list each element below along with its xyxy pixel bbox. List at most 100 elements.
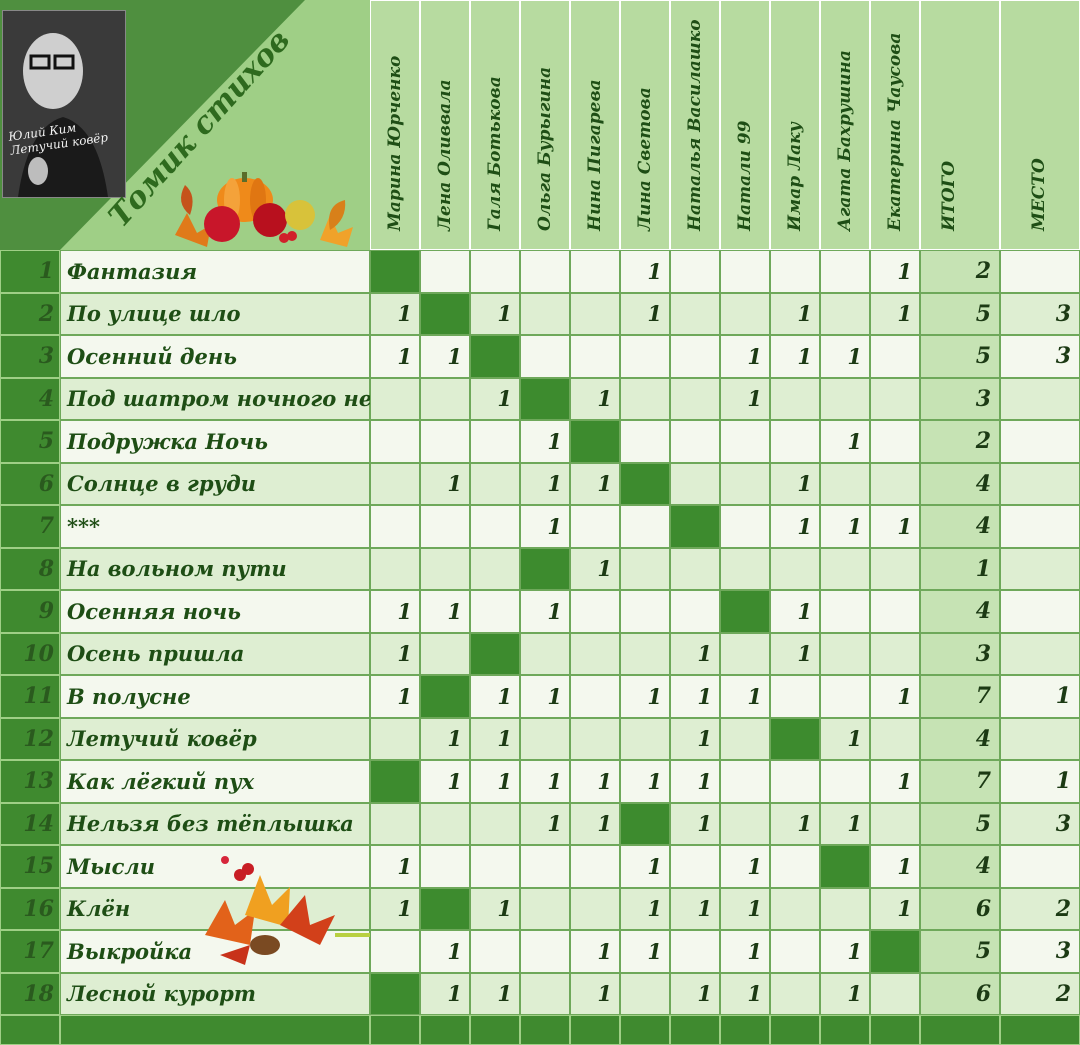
participant-name: Агата Бахрушина — [835, 50, 855, 231]
row-number: 1 — [0, 250, 60, 293]
vote-cell: 1 — [570, 972, 620, 1015]
vote-cell: 1 — [520, 760, 570, 803]
vote-cell: 1 — [420, 760, 470, 803]
vote-cell: 1 — [470, 675, 520, 718]
footer-cell — [870, 1015, 920, 1045]
vote-cell — [370, 930, 420, 973]
vote-cell — [820, 760, 870, 803]
vote-cell — [770, 972, 820, 1015]
participant-header: Наталья Василашко — [670, 0, 720, 250]
participant-name: Екатерина Чаусова — [885, 32, 905, 231]
place-cell: 1 — [1000, 760, 1080, 803]
vote-cell — [570, 335, 620, 378]
total-cell: 3 — [920, 377, 1000, 420]
poem-title: Как лёгкий пух — [60, 760, 370, 803]
vote-cell — [770, 250, 820, 293]
vote-cell — [520, 930, 570, 973]
vote-cell — [820, 250, 870, 293]
place-cell: 3 — [1000, 802, 1080, 845]
portrait-photo: Юлий Ким Летучий ковёр — [2, 10, 126, 198]
own-poem-cell — [520, 377, 570, 420]
vote-cell: 1 — [520, 462, 570, 505]
vote-cell: 1 — [820, 930, 870, 973]
vote-cell: 1 — [520, 420, 570, 463]
vote-cell: 1 — [720, 930, 770, 973]
participant-header: Натали 99 — [720, 0, 770, 250]
vote-cell: 1 — [520, 802, 570, 845]
vote-cell — [820, 887, 870, 930]
own-poem-cell — [420, 675, 470, 718]
vote-cell: 1 — [420, 335, 470, 378]
vote-cell — [570, 250, 620, 293]
own-poem-cell — [670, 505, 720, 548]
vote-cell — [420, 802, 470, 845]
place-cell: 3 — [1000, 335, 1080, 378]
participant-name: Лина Светова — [635, 87, 655, 231]
own-poem-cell — [370, 760, 420, 803]
poem-title: Нельзя без тёплышка — [60, 802, 370, 845]
vote-cell — [520, 717, 570, 760]
row-number: 7 — [0, 505, 60, 548]
vote-cell — [820, 462, 870, 505]
vote-cell — [570, 717, 620, 760]
vote-cell: 1 — [570, 547, 620, 590]
participant-header: Имар Лаку — [770, 0, 820, 250]
vote-cell — [870, 335, 920, 378]
place-cell — [1000, 547, 1080, 590]
vote-cell — [370, 802, 420, 845]
poem-title: *** — [60, 505, 370, 548]
vote-cell — [820, 675, 870, 718]
vote-cell — [720, 505, 770, 548]
vote-cell — [720, 420, 770, 463]
vote-cell — [720, 802, 770, 845]
vote-cell — [720, 250, 770, 293]
vote-cell: 1 — [570, 377, 620, 420]
poem-title: Под шатром ночного неба — [60, 377, 401, 420]
vote-cell — [520, 250, 570, 293]
vote-cell — [570, 675, 620, 718]
footer-cell — [920, 1015, 1000, 1045]
vote-cell — [870, 462, 920, 505]
vote-cell: 1 — [420, 590, 470, 633]
poem-title: Мысли — [60, 845, 370, 888]
vote-cell: 1 — [620, 845, 670, 888]
vote-cell — [420, 420, 470, 463]
footer-cell — [0, 1015, 60, 1045]
poem-title: По улице шло — [60, 292, 370, 335]
own-poem-cell — [470, 632, 520, 675]
vote-cell — [770, 420, 820, 463]
vote-cell — [820, 590, 870, 633]
vote-cell — [720, 632, 770, 675]
vote-cell: 1 — [770, 590, 820, 633]
vote-cell: 1 — [870, 760, 920, 803]
total-cell: 4 — [920, 505, 1000, 548]
vote-cell: 1 — [770, 505, 820, 548]
vote-cell — [870, 377, 920, 420]
poem-title: Выкройка — [60, 930, 370, 973]
vote-cell — [670, 292, 720, 335]
vote-cell — [670, 930, 720, 973]
vote-cell: 1 — [370, 590, 420, 633]
vote-cell: 1 — [820, 717, 870, 760]
vote-cell: 1 — [520, 590, 570, 633]
vote-cell — [720, 547, 770, 590]
vote-cell — [820, 377, 870, 420]
place-cell: 3 — [1000, 930, 1080, 973]
footer-cell — [820, 1015, 870, 1045]
vote-cell — [870, 717, 920, 760]
own-poem-cell — [570, 420, 620, 463]
pumpkin-autumn-leaves — [175, 172, 353, 247]
vote-cell — [570, 590, 620, 633]
place-cell — [1000, 632, 1080, 675]
place-cell — [1000, 462, 1080, 505]
vote-cell — [770, 377, 820, 420]
footer-cell — [670, 1015, 720, 1045]
own-poem-cell — [770, 717, 820, 760]
participant-name: Марина Юрченко — [385, 55, 405, 231]
footer-cell — [60, 1015, 370, 1045]
vote-cell — [370, 505, 420, 548]
vote-cell — [420, 632, 470, 675]
vote-cell: 1 — [620, 887, 670, 930]
vote-cell: 1 — [670, 717, 720, 760]
vote-cell — [470, 930, 520, 973]
